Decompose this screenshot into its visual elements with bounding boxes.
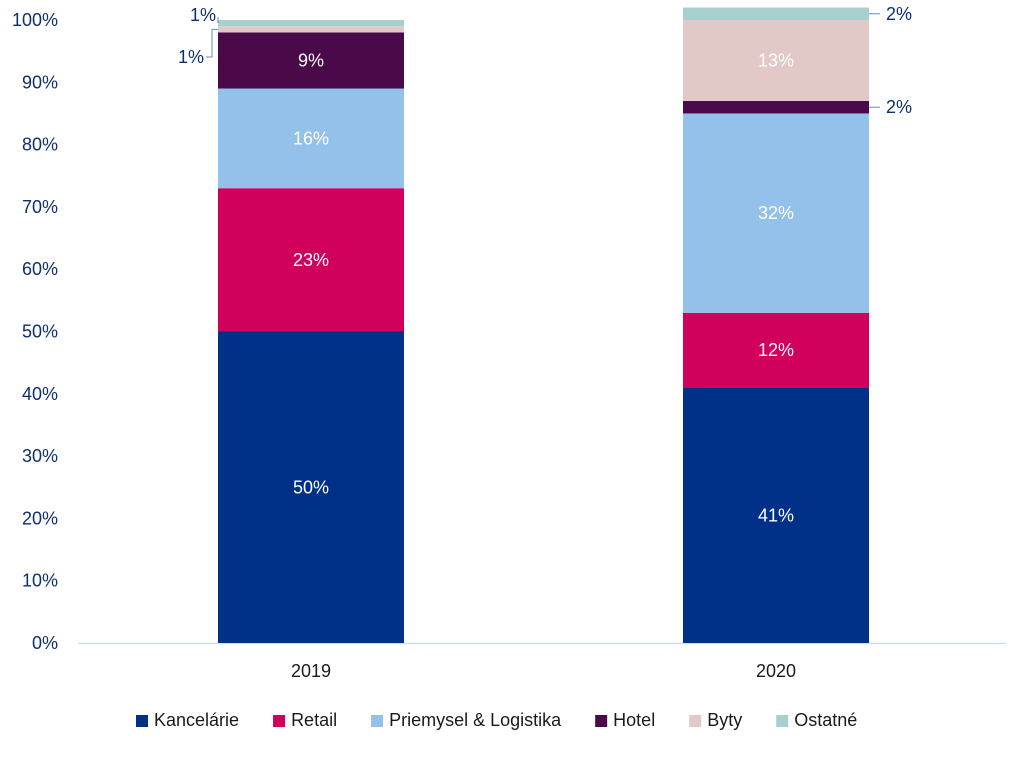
legend-label: Priemysel & Logistika bbox=[389, 710, 562, 730]
x-tick-label: 2019 bbox=[291, 661, 331, 681]
y-tick-label: 90% bbox=[22, 72, 58, 92]
legend-swatch bbox=[136, 715, 148, 727]
bar-segment bbox=[683, 20, 869, 101]
leader-line bbox=[206, 28, 218, 58]
data-label: 9% bbox=[298, 50, 324, 70]
bar-segment bbox=[683, 100, 869, 114]
data-label: 12% bbox=[758, 340, 794, 360]
data-label: 32% bbox=[758, 203, 794, 223]
y-tick-label: 30% bbox=[22, 446, 58, 466]
data-label: 13% bbox=[758, 50, 794, 70]
bar-segment bbox=[218, 188, 404, 332]
data-label: 1% bbox=[178, 47, 204, 67]
data-label: 2% bbox=[886, 4, 912, 24]
data-label: 23% bbox=[293, 250, 329, 270]
legend-swatch bbox=[689, 715, 702, 727]
y-tick-label: 10% bbox=[22, 571, 58, 591]
data-label: 50% bbox=[293, 477, 329, 497]
bar-segment bbox=[218, 26, 404, 33]
data-label: 1% bbox=[190, 5, 216, 25]
y-tick-label: 0% bbox=[32, 633, 58, 653]
legend-swatch bbox=[371, 715, 384, 727]
legend-swatch bbox=[595, 715, 608, 727]
bars bbox=[218, 7, 869, 643]
bar-segment bbox=[218, 88, 404, 189]
legend-label: Ostatné bbox=[794, 710, 857, 730]
data-label: 16% bbox=[293, 128, 329, 148]
y-axis: 0% 10% 20% 30% 40% 50% 60% 70% 80% 90% 100% bbox=[12, 10, 58, 653]
y-tick-label: 50% bbox=[22, 322, 58, 342]
legend-label: Byty bbox=[707, 710, 742, 730]
x-axis: 2019 2020 bbox=[78, 642, 1006, 681]
y-tick-label: 40% bbox=[22, 384, 58, 404]
data-label: 2% bbox=[886, 97, 912, 117]
bar-segment bbox=[683, 113, 869, 313]
bar-segment bbox=[683, 312, 869, 388]
bar-segment bbox=[683, 387, 869, 643]
data-label: 41% bbox=[758, 505, 794, 525]
legend-swatch bbox=[776, 715, 789, 727]
bar-segment bbox=[218, 32, 404, 89]
legend: Kancelárie Retail Priemysel & Logistika Hot… bbox=[136, 710, 857, 730]
y-tick-label: 80% bbox=[22, 135, 58, 155]
x-tick-label: 2020 bbox=[756, 661, 796, 681]
legend-label: Hotel bbox=[613, 710, 655, 730]
bar-segment bbox=[683, 7, 869, 20]
y-tick-label: 60% bbox=[22, 259, 58, 279]
legend-label: Kancelárie bbox=[154, 710, 239, 730]
legend-label: Retail bbox=[291, 710, 337, 730]
y-tick-label: 100% bbox=[12, 10, 58, 30]
y-tick-label: 20% bbox=[22, 508, 58, 528]
y-tick-label: 70% bbox=[22, 197, 58, 217]
bar-segment bbox=[218, 331, 404, 643]
bar-segment bbox=[218, 20, 404, 27]
data-labels: 50% 23% 16% 9% 1% 1% 41% 12% 32% 2% 13% 2% bbox=[178, 4, 912, 526]
legend-swatch bbox=[273, 715, 286, 727]
